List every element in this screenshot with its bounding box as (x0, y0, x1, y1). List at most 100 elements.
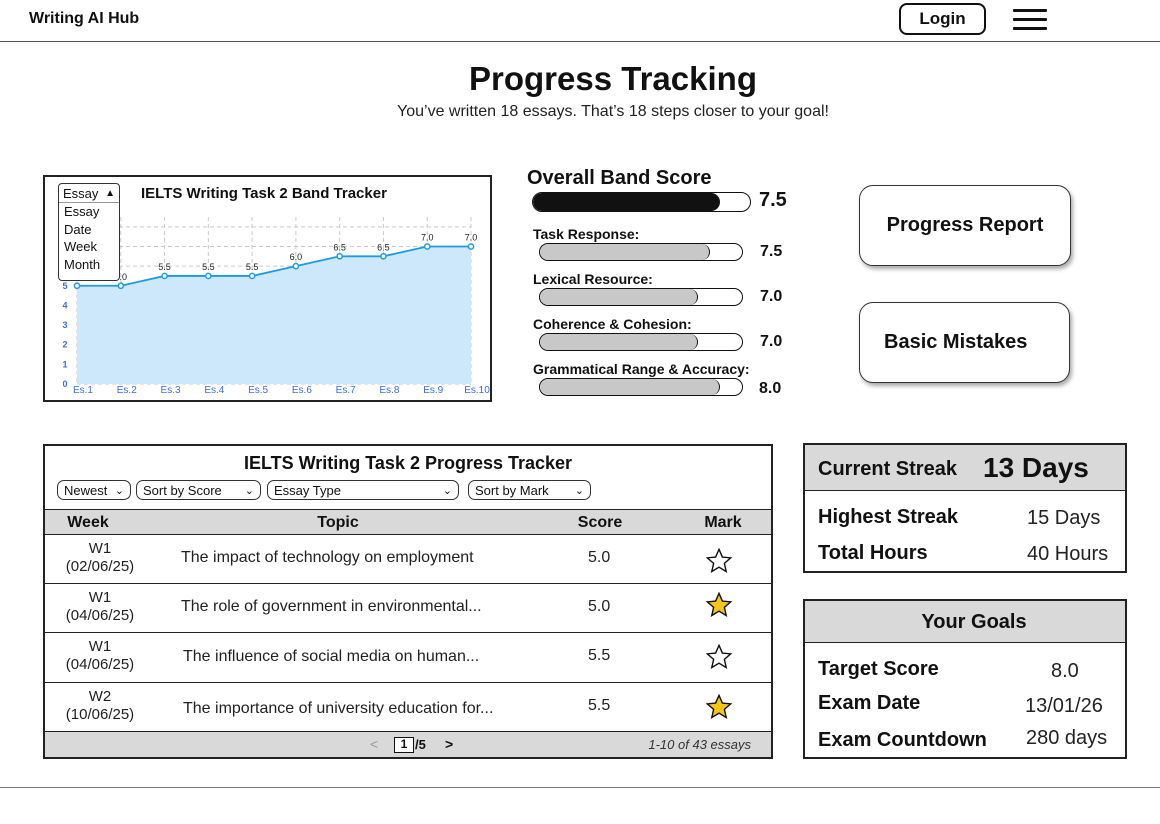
criterion-label: Lexical Resource: (533, 271, 653, 287)
row-topic[interactable]: The importance of university education f… (183, 700, 493, 718)
y-tick-label: 3 (62, 320, 67, 330)
data-label: 5.5 (202, 262, 215, 272)
basic-mistakes-button[interactable]: Basic Mistakes (859, 302, 1070, 383)
star-icon[interactable] (705, 693, 733, 721)
data-label: 5.5 (158, 262, 171, 272)
prev-page-button[interactable]: < (370, 736, 378, 752)
x-tick-label: Es.9 (423, 385, 443, 396)
table-row[interactable]: W2 (10/06/25) The importance of universit… (45, 683, 771, 732)
data-point (74, 283, 79, 288)
chevron-down-icon: ⌄ (443, 484, 452, 497)
table-header: Week Topic Score Mark (45, 509, 771, 535)
table-row[interactable]: W1 (04/06/25) The role of government in e… (45, 584, 771, 633)
band-tracker-chart: 5.05.05.55.55.56.06.56.57.07.0012345Es.1… (43, 175, 492, 402)
footer-divider (0, 787, 1160, 788)
chevron-down-icon: ⌄ (115, 484, 124, 497)
table-row[interactable]: W1 (02/06/25) The impact of technology on… (45, 535, 771, 584)
column-header-topic[interactable]: Topic (245, 514, 431, 532)
dropdown-selected-label: Essay (63, 186, 98, 201)
x-tick-label: Es.3 (161, 385, 181, 396)
row-topic[interactable]: The impact of technology on employment (181, 549, 474, 567)
total-hours-label: Total Hours (818, 542, 928, 565)
brand-name[interactable]: Writing AI Hub (29, 10, 139, 28)
criterion-bar (539, 378, 743, 396)
criterion-bar (539, 333, 743, 351)
hamburger-menu-icon[interactable] (1013, 9, 1047, 31)
star-icon[interactable] (705, 547, 733, 575)
streak-panel: Current Streak 13 Days Highest Streak 15… (803, 443, 1127, 573)
star-icon[interactable] (705, 591, 733, 619)
criterion-label: Grammatical Range & Accuracy: (533, 361, 750, 377)
highest-streak-label: Highest Streak (818, 506, 958, 529)
dropdown-option[interactable]: Date (59, 221, 119, 239)
current-streak-label: Current Streak (818, 458, 957, 481)
page-subtitle: You’ve written 18 essays. That’s 18 step… (0, 103, 1160, 121)
essay-type-select[interactable]: Essay Type ⌄ (267, 480, 459, 500)
dropdown-selected[interactable]: Essay ▲ (59, 184, 119, 203)
x-tick-label: Es.1 (73, 385, 93, 396)
row-date: (04/06/25) (45, 607, 155, 625)
criterion-value: 7.5 (760, 243, 782, 261)
chart-range-dropdown[interactable]: Essay ▲ Essay Date Week Month (58, 183, 120, 281)
x-tick-label: Es.4 (204, 385, 224, 396)
dropdown-option[interactable]: Month (59, 256, 119, 274)
row-week: W1 (04/06/25) (45, 638, 155, 674)
dropdown-option[interactable]: Essay (59, 203, 119, 221)
progress-tracker-table: IELTS Writing Task 2 Progress Tracker Ne… (43, 444, 773, 759)
overall-band-label: Overall Band Score (527, 167, 712, 190)
progress-report-button[interactable]: Progress Report (859, 185, 1071, 266)
x-tick-label: Es.7 (336, 385, 356, 396)
star-icon[interactable] (705, 643, 733, 671)
criterion-value: 8.0 (759, 380, 781, 398)
criterion-label: Coherence & Cohesion: (533, 316, 692, 332)
data-point (293, 264, 298, 269)
data-label: 7.0 (465, 232, 478, 242)
column-header-score[interactable]: Score (555, 514, 645, 532)
y-tick-label: 1 (62, 359, 67, 369)
sort-by-mark-select[interactable]: Sort by Mark ⌄ (468, 480, 591, 500)
login-button[interactable]: Login (899, 3, 986, 35)
row-topic[interactable]: The role of government in environmental.… (181, 598, 482, 616)
exam-countdown-value: 280 days (1026, 727, 1107, 750)
x-tick-label: Es.5 (248, 385, 268, 396)
y-tick-label: 4 (62, 300, 67, 310)
table-row[interactable]: W1 (04/06/25) The influence of social med… (45, 633, 771, 683)
exam-date-value: 13/01/26 (1025, 695, 1103, 718)
column-header-week[interactable]: Week (45, 514, 131, 532)
row-date: (10/06/25) (45, 706, 155, 724)
row-topic[interactable]: The influence of social media on human..… (183, 648, 479, 666)
top-bar: Writing AI Hub Login (0, 0, 1160, 42)
current-streak-header: Current Streak 13 Days (805, 445, 1125, 491)
row-date: (04/06/25) (45, 656, 155, 674)
row-week: W1 (02/06/25) (45, 540, 155, 576)
chevron-down-icon: ⌄ (245, 484, 254, 497)
criterion-value: 7.0 (760, 333, 782, 351)
target-score-label: Target Score (818, 658, 939, 681)
goals-header: Your Goals (805, 601, 1125, 643)
series-area (77, 246, 471, 384)
chart-title: IELTS Writing Task 2 Band Tracker (141, 185, 387, 202)
sort-newest-select[interactable]: Newest ⌄ (57, 480, 131, 500)
select-label: Newest (64, 483, 107, 498)
row-score: 5.5 (588, 697, 610, 715)
sort-by-score-select[interactable]: Sort by Score ⌄ (136, 480, 261, 500)
data-label: 5.5 (246, 262, 259, 272)
dropdown-option[interactable]: Week (59, 238, 119, 256)
data-label: 6.0 (290, 252, 303, 262)
data-point (381, 254, 386, 259)
overall-band-fill (533, 193, 720, 211)
overall-band-value: 7.5 (759, 189, 787, 212)
pagination-summary: 1-10 of 43 essays (648, 737, 751, 752)
criterion-bar (539, 288, 743, 306)
tracker-title: IELTS Writing Task 2 Progress Tracker (45, 453, 771, 474)
data-label: 6.5 (377, 242, 390, 252)
exam-date-label: Exam Date (818, 692, 920, 715)
page-title: Progress Tracking (0, 60, 1160, 98)
column-header-mark[interactable]: Mark (681, 514, 765, 532)
row-date: (02/06/25) (45, 558, 155, 576)
page-number-input[interactable]: 1 (394, 737, 414, 753)
chevron-up-icon: ▲ (105, 188, 115, 199)
x-tick-label: Es.10 (464, 385, 490, 396)
exam-countdown-label: Exam Countdown (818, 729, 987, 752)
next-page-button[interactable]: > (445, 736, 453, 752)
